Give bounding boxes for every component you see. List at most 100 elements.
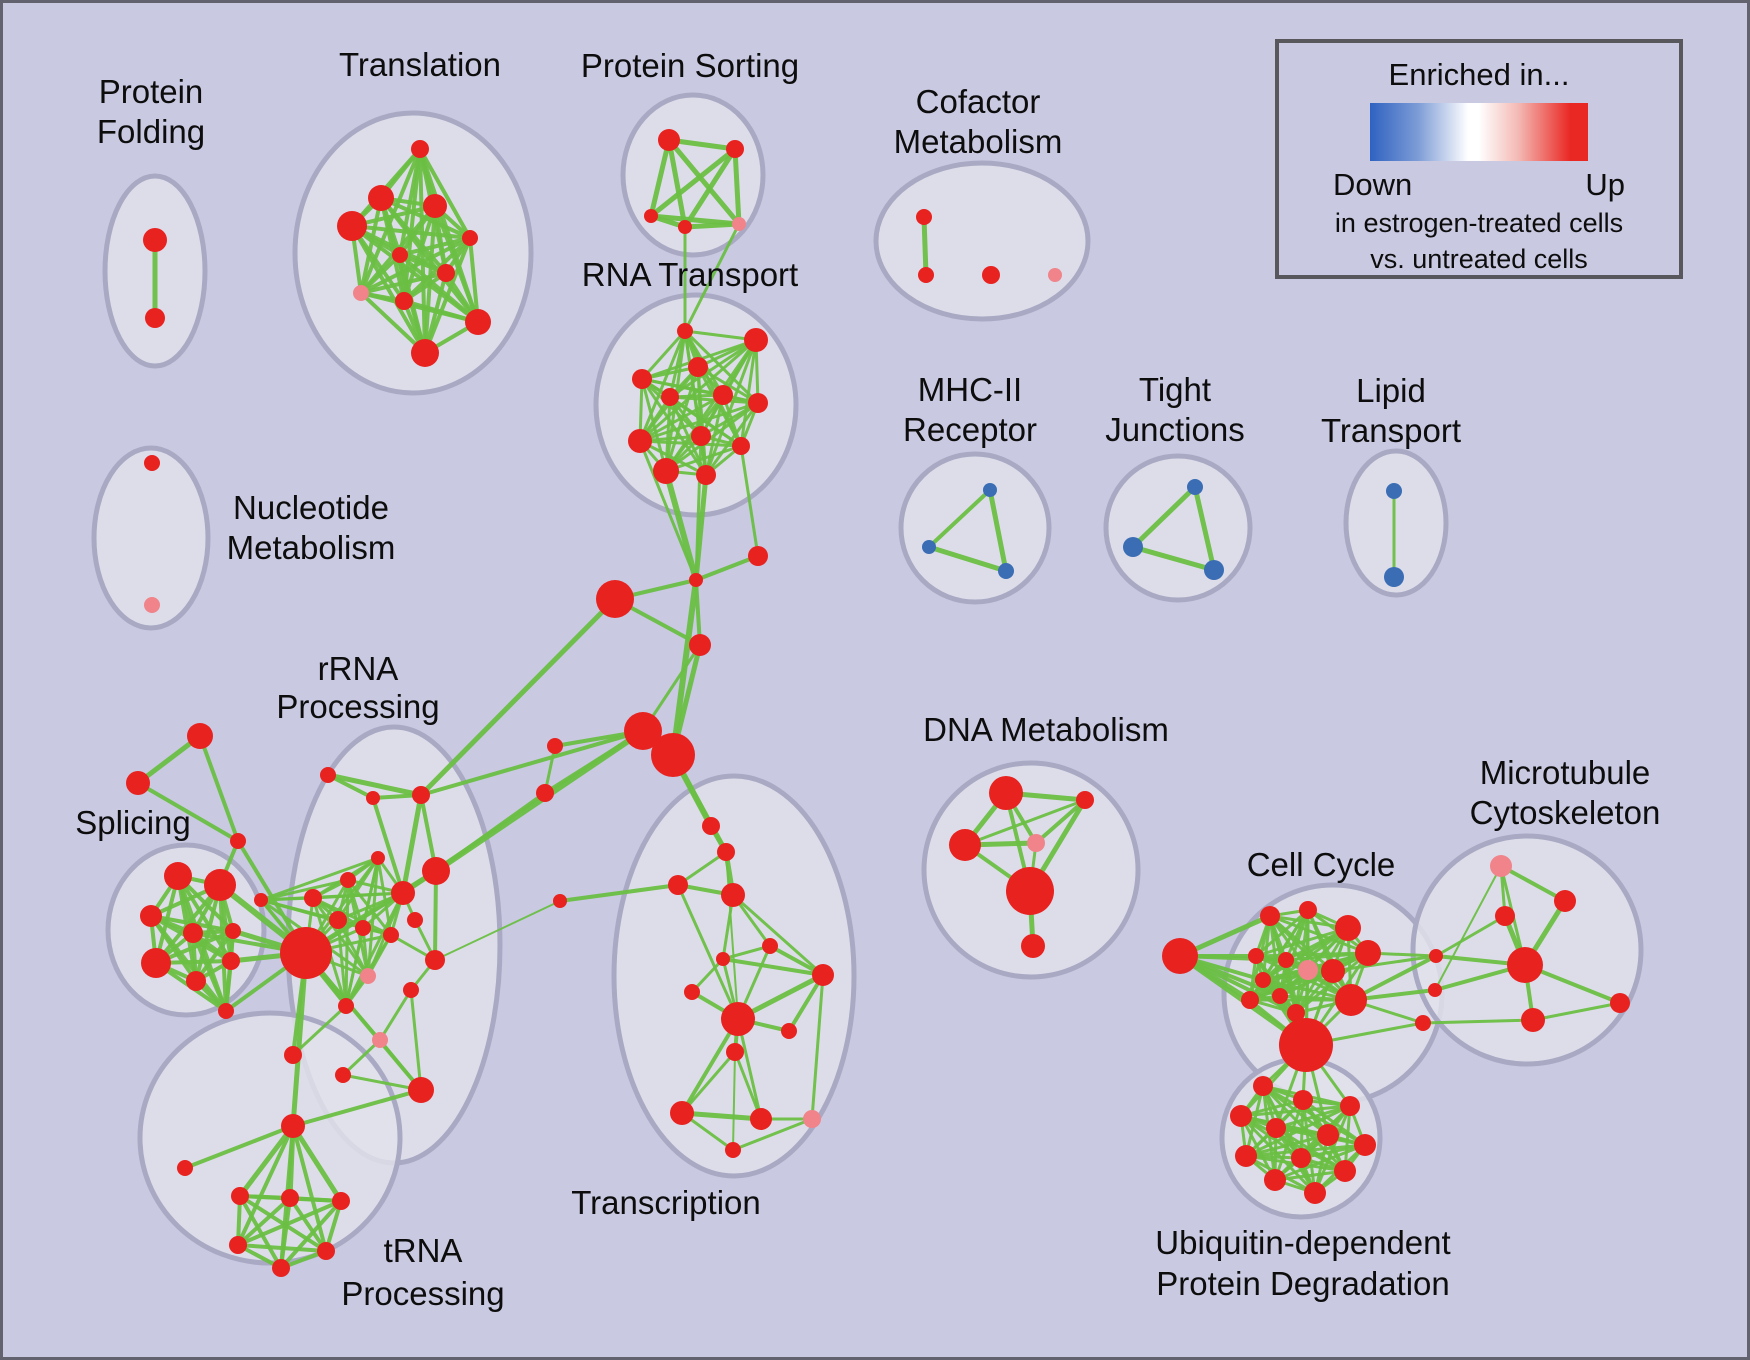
node-t9 <box>395 292 413 310</box>
node-tc1 <box>702 817 720 835</box>
node-j1 <box>689 573 703 587</box>
node-r2 <box>366 791 380 805</box>
node-c4 <box>1048 268 1062 282</box>
node-j2 <box>748 546 768 566</box>
node-t4 <box>423 194 447 218</box>
node-t3 <box>368 185 394 211</box>
node-sp5 <box>225 923 241 939</box>
node-b1 <box>596 580 634 618</box>
node-sp4 <box>183 923 203 943</box>
node-r20 <box>403 982 419 998</box>
node-tj2 <box>1123 537 1143 557</box>
node-r15 <box>284 1046 302 1064</box>
node-cc12 <box>1287 1004 1305 1022</box>
cluster-tight-junctions-label: Tight Junctions <box>1105 371 1244 448</box>
node-r21 <box>335 1067 351 1083</box>
node-sp6 <box>141 948 171 978</box>
legend-down-label: Down <box>1333 167 1413 202</box>
node-lt1 <box>1386 483 1402 499</box>
node-cc10 <box>1272 988 1288 1004</box>
node-tn3 <box>332 1192 350 1210</box>
node-sp3 <box>140 905 162 927</box>
cluster-mhc-ii-receptor-label: MHC-II Receptor <box>903 371 1037 448</box>
node-cc11 <box>1241 991 1259 1009</box>
cluster-ubiquitin-degradation-label: Ubiquitin-dependent Protein Degradation <box>1155 1224 1450 1302</box>
node-rt12 <box>696 465 716 485</box>
node-pf1 <box>143 228 167 252</box>
node-tc6 <box>716 952 730 966</box>
node-r19 <box>425 950 445 970</box>
node-pf2 <box>145 308 165 328</box>
cluster-cofactor-metabolism-label: Cofactor Metabolism <box>894 83 1063 160</box>
node-u5 <box>1266 1118 1286 1138</box>
node-rt2 <box>744 328 768 352</box>
node-tri1 <box>187 723 213 749</box>
node-sp1 <box>164 862 192 890</box>
node-t1 <box>411 140 429 158</box>
cluster-protein-sorting-label: Protein Sorting <box>581 47 799 84</box>
node-r13 <box>372 1032 388 1048</box>
node-c1 <box>916 209 932 225</box>
node-tn4 <box>229 1236 247 1254</box>
node-mtp <box>1490 855 1512 877</box>
node-r4 <box>340 872 356 888</box>
node-rt1 <box>677 323 693 339</box>
node-mth <box>1507 947 1543 983</box>
node-rhub <box>280 927 332 979</box>
node-cc1 <box>1260 906 1280 926</box>
node-d5 <box>1006 867 1054 915</box>
node-rt11 <box>653 458 679 484</box>
cluster-tight-junctions-ellipse <box>1103 453 1253 603</box>
node-r14 <box>408 1077 434 1103</box>
node-r6 <box>391 881 415 905</box>
node-tc10 <box>721 1002 755 1036</box>
cluster-trna-processing-label: tRNA Processing <box>341 1232 504 1312</box>
node-mh3 <box>998 563 1014 579</box>
node-lt2 <box>1384 567 1404 587</box>
node-tc12 <box>726 1043 744 1061</box>
node-r5 <box>371 851 385 865</box>
cluster-microtubule-cytoskeleton-label: Microtubule Cytoskeleton <box>1470 754 1661 831</box>
node-u1 <box>1253 1076 1273 1096</box>
node-c2 <box>918 267 934 283</box>
node-t11 <box>411 339 439 367</box>
node-cc2 <box>1299 901 1317 919</box>
node-tri2 <box>126 771 150 795</box>
node-t2 <box>337 211 367 241</box>
node-d6 <box>1021 934 1045 958</box>
node-u12 <box>1304 1182 1326 1204</box>
node-tn5 <box>317 1242 335 1260</box>
legend-up-label: Up <box>1585 167 1625 202</box>
node-s3 <box>644 209 658 223</box>
node-r8 <box>329 911 347 929</box>
node-ccbig <box>1279 1018 1333 1072</box>
node-tj1 <box>1187 479 1203 495</box>
node-t10 <box>465 309 491 335</box>
legend-box: Enriched in... Down Up in estrogen-treat… <box>1275 39 1683 279</box>
node-k2 <box>1428 983 1442 997</box>
node-r7 <box>422 857 450 885</box>
cluster-rna-transport-label: RNA Transport <box>582 256 798 293</box>
node-r12 <box>338 998 354 1014</box>
node-mm1 <box>689 634 711 656</box>
cluster-translation-label: Translation <box>339 46 501 83</box>
node-tc9 <box>684 984 700 1000</box>
node-k3 <box>1415 1015 1431 1031</box>
node-n1 <box>144 455 160 471</box>
node-r1 <box>320 767 336 783</box>
cluster-trna-processing-ellipse <box>137 1010 403 1266</box>
node-tc11 <box>781 1023 797 1039</box>
node-c3 <box>982 266 1000 284</box>
cluster-rrna-processing-label: rRNA Processing <box>276 650 439 725</box>
legend-gradient-bar <box>1370 103 1588 161</box>
node-u2 <box>1293 1090 1313 1110</box>
node-tc3 <box>668 875 688 895</box>
cluster-transcription-label: Transcription <box>571 1184 761 1221</box>
node-sp8 <box>222 952 240 970</box>
node-u4 <box>1230 1105 1252 1127</box>
node-s2 <box>726 140 744 158</box>
cluster-lipid-transport-label: Lipid Transport <box>1321 372 1461 449</box>
node-n2 <box>144 597 160 613</box>
node-cc5 <box>1248 948 1264 964</box>
node-tn2 <box>281 1189 299 1207</box>
